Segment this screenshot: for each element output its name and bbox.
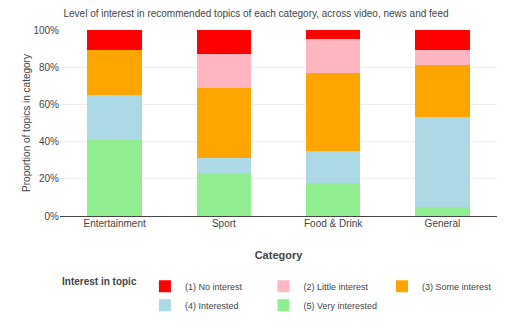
svg-text:Food & Drink: Food & Drink — [304, 218, 363, 229]
svg-text:(2) Little interest: (2) Little interest — [303, 282, 368, 292]
svg-text:(1) No interest: (1) No interest — [185, 282, 243, 292]
svg-text:100%: 100% — [33, 25, 59, 36]
svg-text:General: General — [425, 218, 461, 229]
svg-text:(3) Some interest: (3) Some interest — [422, 282, 492, 292]
svg-text:60%: 60% — [39, 99, 59, 110]
svg-text:Category: Category — [255, 249, 304, 261]
svg-text:20%: 20% — [39, 173, 59, 184]
svg-text:(4) Interested: (4) Interested — [185, 301, 239, 311]
svg-text:(5) Very interested: (5) Very interested — [303, 301, 377, 311]
svg-text:Level of interest in recommend: Level of interest in recommended topics … — [63, 8, 448, 19]
svg-text:80%: 80% — [39, 62, 59, 73]
svg-text:Proportion of topics in catego: Proportion of topics in category — [21, 54, 32, 192]
svg-text:Sport: Sport — [212, 218, 236, 229]
svg-text:Interest in topic: Interest in topic — [62, 276, 137, 287]
svg-text:0%: 0% — [45, 211, 60, 222]
svg-text:Entertainment: Entertainment — [83, 218, 145, 229]
svg-text:40%: 40% — [39, 136, 59, 147]
